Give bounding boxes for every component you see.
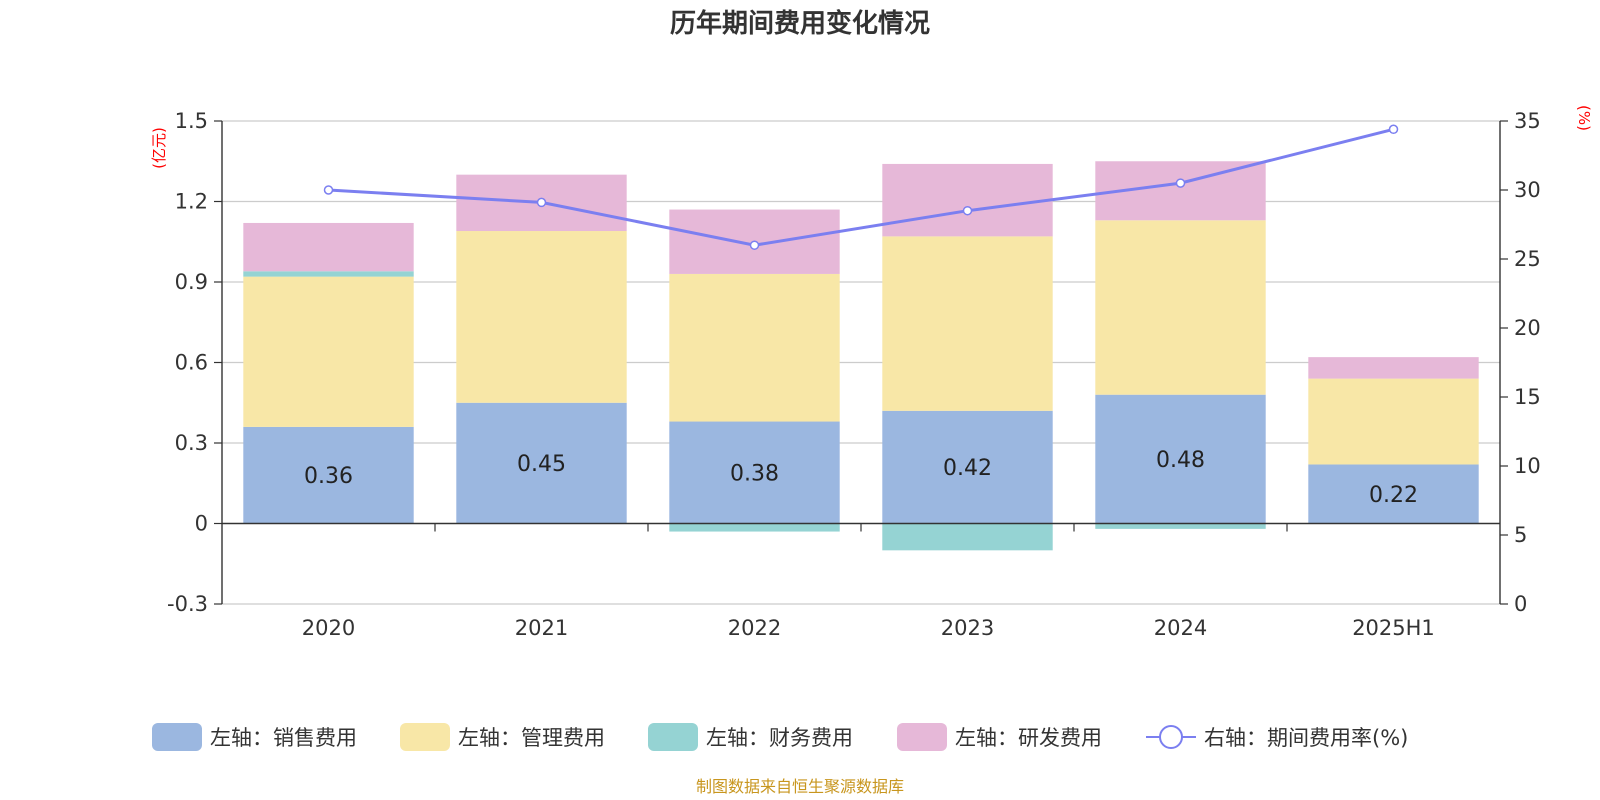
right-tick-label: 10 (1514, 454, 1541, 478)
right-tick-label: 15 (1514, 385, 1541, 409)
left-tick-label: -0.3 (167, 592, 208, 616)
legend-label: 左轴：财务费用 (706, 726, 853, 750)
bar-data-label: 0.45 (517, 452, 566, 477)
data-labels: 0.36 0.45 0.38 0.42 0.48 0.22 (304, 448, 1418, 508)
legend: 左轴：销售费用 左轴：管理费用 左轴：财务费用 左轴：研发费用 右轴：期间费用率(%) (152, 723, 1408, 751)
bar-segment (882, 523, 1053, 551)
bar-segment (669, 273, 840, 422)
chart-title: 历年期间费用变化情况 (670, 8, 930, 39)
bar-segment (1095, 394, 1266, 524)
bar-segment (882, 236, 1053, 411)
legend-swatch (897, 723, 947, 751)
bar-segment (882, 163, 1053, 237)
bar-segment (1308, 464, 1479, 524)
bar-segment (243, 426, 414, 524)
x-tick-label: 2025H1 (1352, 616, 1435, 640)
rate-point (962, 205, 973, 216)
rate-line-series (323, 124, 1399, 250)
bar-data-label: 0.22 (1369, 483, 1418, 508)
left-axis-unit: (亿元) (150, 127, 168, 169)
rate-line (328, 127, 1394, 247)
right-tick-label: 35 (1514, 109, 1541, 133)
legend-label: 左轴：销售费用 (210, 726, 357, 750)
axes: -0.3 0 0.3 0.6 0.9 1.2 1.5 0 5 10 15 20 25 30 35 2020 20… (167, 109, 1541, 640)
x-tick-label: 2024 (1154, 616, 1207, 640)
source-note: 制图数据来自恒生聚源数据库 (696, 777, 904, 796)
rate-point (1388, 124, 1399, 135)
legend-label: 左轴：研发费用 (955, 726, 1102, 750)
legend-marker (1159, 725, 1183, 749)
legend-label: 右轴：期间费用率(%) (1204, 726, 1408, 750)
left-tick-label: 0.6 (175, 351, 208, 375)
legend-swatch (400, 723, 450, 751)
bar-segment (669, 523, 840, 532)
rate-point (1175, 178, 1186, 188)
left-tick-label: 0 (195, 512, 208, 536)
bar-data-label: 0.42 (943, 456, 992, 481)
legend-swatch (648, 723, 698, 751)
bar-segment (1095, 220, 1266, 395)
left-tick-label: 0.9 (175, 270, 208, 294)
x-tick-label: 2020 (302, 616, 355, 640)
bar-data-label: 0.36 (304, 464, 353, 489)
right-axis-unit: (%) (1575, 105, 1593, 131)
rate-point (749, 240, 760, 250)
rate-point (536, 197, 547, 208)
bar-segment (456, 402, 627, 524)
rate-point (323, 185, 334, 195)
right-tick-label: 5 (1514, 523, 1527, 547)
bar-data-label: 0.48 (1156, 448, 1205, 473)
bar-segment (456, 231, 627, 403)
x-tick-label: 2021 (515, 616, 568, 640)
bar-segment (1308, 378, 1479, 465)
bar-segment (243, 271, 414, 277)
bar-segment (243, 222, 414, 272)
x-tick-label: 2023 (941, 616, 994, 640)
right-tick-label: 25 (1514, 247, 1541, 271)
grid-lines (222, 120, 1500, 605)
left-tick-label: 1.2 (175, 190, 208, 214)
right-tick-label: 30 (1514, 178, 1541, 202)
bar-segment (882, 410, 1053, 524)
right-tick-label: 0 (1514, 592, 1527, 616)
x-tick-label: 2022 (728, 616, 781, 640)
bar-data-label: 0.38 (730, 462, 779, 487)
bar-segment (243, 276, 414, 427)
legend-label: 左轴：管理费用 (458, 726, 605, 750)
right-tick-label: 20 (1514, 316, 1541, 340)
bar-segment (669, 421, 840, 524)
bar-segment (1095, 523, 1266, 529)
bar-segment (1308, 357, 1479, 379)
legend-swatch (152, 723, 202, 751)
left-tick-label: 0.3 (175, 431, 208, 455)
left-tick-label: 1.5 (175, 109, 208, 133)
bar-series (243, 161, 1479, 551)
